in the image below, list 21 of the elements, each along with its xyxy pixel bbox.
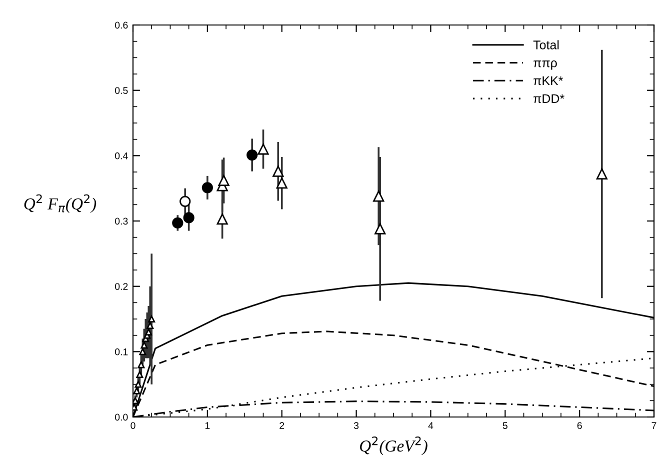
- legend-label: πKK*: [534, 76, 564, 86]
- x-tick-label: 5: [502, 422, 508, 429]
- x-tick-label: 2: [280, 422, 284, 429]
- legend-label: ππρ: [534, 60, 557, 70]
- y-axis-title: Q$^{2}$ F$_{π}$(Q$^{2}$): [24, 194, 96, 213]
- legend-label: πDD*: [534, 94, 564, 104]
- x-tick-label: 7: [652, 422, 656, 429]
- x-tick-label: 0: [130, 422, 136, 429]
- x-tick-label: 4: [428, 422, 434, 429]
- x-tick-label: 3: [354, 422, 359, 429]
- legend-label: Total: [533, 40, 559, 50]
- x-axis-title: Q$^{2}$(GeV$^{2}$): [360, 436, 428, 456]
- y-tick-label: 0.6: [115, 22, 128, 29]
- x-tick-label: 1: [205, 422, 210, 429]
- y-tick-label: 0.2: [115, 283, 128, 290]
- y-tick-label: 0.3: [115, 218, 128, 225]
- y-tick-label: 0.5: [115, 87, 128, 94]
- y-tick-label: 0.0: [115, 414, 128, 421]
- x-tick-label: 6: [577, 422, 582, 429]
- y-tick-label: 0.4: [115, 152, 128, 160]
- y-tick-label: 0.1: [115, 348, 128, 356]
